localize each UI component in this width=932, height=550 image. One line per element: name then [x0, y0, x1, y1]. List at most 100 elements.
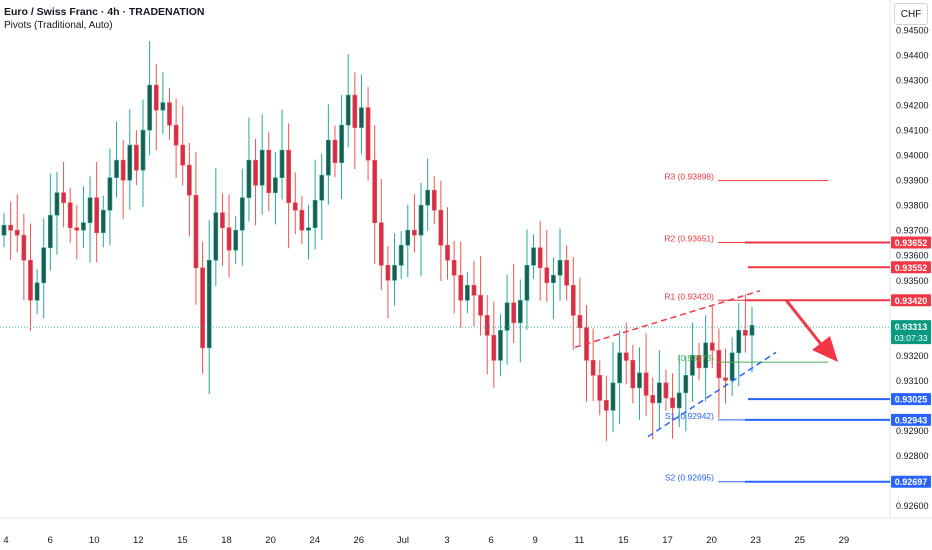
- candle: [637, 372, 642, 389]
- y-tick-label: 0.93700: [896, 226, 929, 236]
- candle: [385, 264, 391, 281]
- candle: [246, 159, 252, 198]
- pivot-badge-text: 0.93652: [895, 238, 928, 248]
- candle: [484, 315, 490, 336]
- candle: [279, 149, 285, 178]
- x-tick-label: 12: [133, 535, 144, 546]
- current-price-text: 0.93313: [895, 322, 928, 332]
- candle: [1, 224, 7, 236]
- x-tick-label: 24: [309, 535, 320, 546]
- candle: [352, 94, 358, 128]
- candle: [597, 375, 603, 401]
- candle: [643, 372, 649, 396]
- candle: [206, 259, 212, 349]
- candle: [239, 197, 245, 231]
- candle: [365, 107, 371, 161]
- candle: [54, 192, 60, 216]
- y-tick-label: 0.92600: [896, 501, 929, 511]
- candle: [160, 102, 166, 111]
- x-tick-label: 15: [618, 535, 629, 546]
- candle: [564, 259, 570, 286]
- candle: [134, 144, 139, 171]
- candle: [378, 222, 384, 266]
- candle: [173, 124, 179, 146]
- candle: [551, 274, 556, 284]
- x-tick-label: 23: [750, 535, 761, 546]
- y-tick-label: 0.94300: [896, 76, 929, 86]
- indicator-label[interactable]: Pivots (Traditional, Auto): [4, 20, 113, 31]
- x-tick-label: Jul: [397, 535, 409, 546]
- candle: [743, 330, 748, 336]
- candle: [623, 352, 629, 361]
- candle: [299, 209, 305, 231]
- candle: [610, 382, 616, 411]
- x-tick-label: 6: [47, 535, 52, 546]
- candle: [544, 267, 550, 284]
- candle: [200, 267, 205, 349]
- candle: [167, 102, 172, 126]
- pivot-badge-text: 0.92943: [895, 415, 928, 425]
- candle: [716, 350, 722, 379]
- candle: [471, 284, 477, 296]
- y-tick-label: 0.94100: [896, 126, 929, 136]
- candle: [67, 202, 73, 229]
- bearish-arrow-shaft: [784, 299, 826, 349]
- pivot-label-r1: R1 (0.93420): [664, 291, 714, 301]
- candle: [531, 247, 536, 266]
- candle: [94, 197, 100, 234]
- chart-header: Euro / Swiss Franc · 4h · TRADENATION Pi…: [4, 6, 205, 31]
- candle: [709, 342, 715, 351]
- candle: [41, 247, 47, 284]
- y-tick-label: 0.94500: [896, 26, 929, 36]
- candle: [690, 355, 695, 376]
- x-tick-label: 4: [3, 535, 8, 546]
- candle: [47, 214, 53, 249]
- candle: [451, 259, 457, 276]
- candle: [114, 159, 119, 178]
- candle: [663, 382, 669, 399]
- candle: [34, 282, 40, 301]
- x-tick-label: 17: [662, 535, 673, 546]
- y-tick-label: 0.93800: [896, 201, 929, 211]
- candle: [140, 129, 146, 171]
- candle: [604, 400, 609, 411]
- candle: [259, 149, 265, 186]
- currency-button[interactable]: CHF: [894, 3, 928, 25]
- candle: [226, 227, 232, 251]
- candle: [398, 244, 404, 266]
- candle: [286, 149, 291, 203]
- level-badge: [891, 261, 931, 274]
- candle: [478, 294, 483, 316]
- candle: [425, 189, 430, 206]
- level-badge-text: 0.93552: [895, 263, 928, 273]
- pivot-label-p: (0.93173): [678, 353, 715, 363]
- countdown-text: 03:07:33: [894, 333, 927, 343]
- y-tick-label: 0.93900: [896, 176, 929, 186]
- candle: [729, 352, 735, 381]
- candle: [431, 189, 437, 211]
- candle: [127, 144, 133, 181]
- candle: [517, 299, 523, 324]
- symbol-title[interactable]: Euro / Swiss Franc · 4h · TRADENATION: [4, 6, 205, 18]
- pivot-label-r3: R3 (0.93898): [664, 172, 714, 182]
- candle: [220, 212, 225, 229]
- candle: [180, 144, 186, 166]
- pivot-badge: [891, 236, 931, 249]
- candle: [683, 375, 689, 394]
- y-tick-label: 0.93200: [896, 351, 929, 361]
- y-tick-label: 0.93500: [896, 276, 929, 286]
- y-tick-label: 0.92900: [896, 426, 929, 436]
- candle: [359, 107, 364, 128]
- candle: [120, 159, 126, 181]
- candle: [524, 264, 530, 301]
- candle: [458, 274, 464, 301]
- candle: [213, 212, 219, 261]
- candle: [438, 209, 444, 246]
- candle: [100, 209, 106, 234]
- x-tick-label: 18: [221, 535, 232, 546]
- current-price-badge: [891, 320, 931, 345]
- x-tick-label: 9: [533, 535, 538, 546]
- x-tick-label: 10: [89, 535, 100, 546]
